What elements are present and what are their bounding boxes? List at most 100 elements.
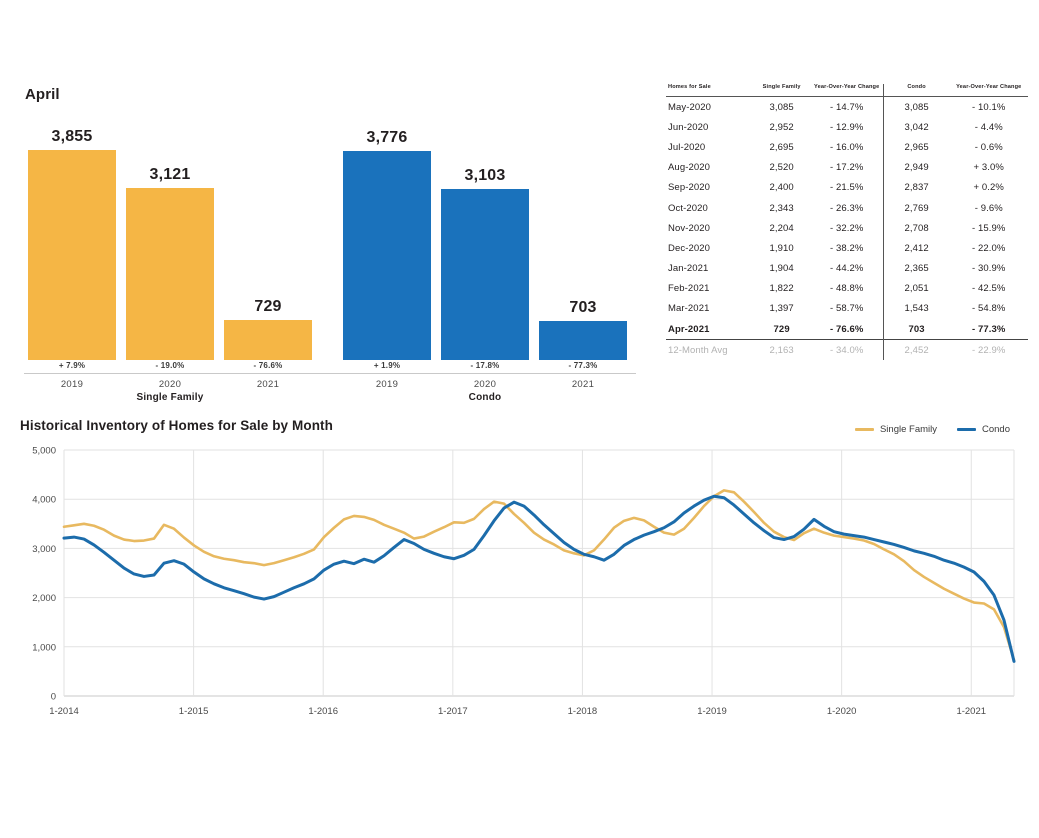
table-row[interactable]: Jun-2020 2,952 - 12.9% 3,042 - 4.4% xyxy=(666,117,1028,138)
cell-sf-change: - 76.6% xyxy=(830,323,864,335)
bar-year-label: 2019 xyxy=(60,379,84,390)
bar-pct-change: + 7.9% xyxy=(58,361,86,370)
cell-sf-change: - 21.5% xyxy=(830,182,864,194)
line-chart-svg: 0 1,000 2,000 3,000 4,000 5,000 1-2014 1-2015 1-… xyxy=(32,446,1016,717)
cell-single-family: 2,695 xyxy=(769,141,794,153)
bar-rect[interactable] xyxy=(126,188,214,360)
line-series-condo[interactable] xyxy=(62,494,1016,663)
legend-item-condo[interactable]: Condo xyxy=(957,424,1010,435)
bar-tick-2019: + 1.9% 2019 xyxy=(343,360,431,406)
bar-sf-2021: 729 xyxy=(224,128,312,360)
cell-condo: 2,365 xyxy=(882,258,950,279)
cell-sf-change: - 16.0% xyxy=(830,141,864,153)
cell-month: Jun-2020 xyxy=(668,121,709,133)
cell-condo-change: - 30.9% xyxy=(972,263,1006,275)
bar-value-label: 3,855 xyxy=(51,128,93,145)
table-row[interactable]: May-2020 3,085 - 14.7% 3,085 - 10.1% xyxy=(666,96,1028,118)
cell-sf-change: - 32.2% xyxy=(830,222,864,234)
legend-label-condo: Condo xyxy=(982,424,1010,435)
bar-cd-2019: 3,776 xyxy=(343,128,431,360)
y-axis-tick-label: 4,000 xyxy=(32,495,56,506)
table-row[interactable]: Aug-2020 2,520 - 17.2% 2,949 + 3.0% xyxy=(666,157,1028,178)
bar-value-label: 3,103 xyxy=(464,167,506,184)
table-row[interactable]: Feb-2021 1,822 - 48.8% 2,051 - 42.5% xyxy=(666,278,1028,299)
y-axis-tick-label: 3,000 xyxy=(32,544,56,555)
bar-rect[interactable] xyxy=(539,321,627,360)
legend-item-single-family[interactable]: Single Family xyxy=(854,424,937,435)
table-row[interactable]: Mar-2021 1,397 - 58.7% 1,543 - 54.8% xyxy=(666,298,1028,320)
cell-sf-change: - 14.7% xyxy=(830,101,864,113)
bar-group-condo: 3,776 3,103 703 xyxy=(343,128,627,360)
cell-condo: 2,708 xyxy=(882,218,950,239)
bar-value-label: 3,121 xyxy=(149,166,191,183)
bar-sf-2019: 3,855 xyxy=(28,128,116,360)
axis-line xyxy=(24,373,636,374)
cell-condo: 1,543 xyxy=(882,298,950,320)
table-row[interactable]: Sep-2020 2,400 - 21.5% 2,837 + 0.2% xyxy=(666,177,1028,198)
table-row[interactable]: Apr-2021 729 - 76.6% 703 - 77.3% xyxy=(666,319,1028,340)
bar-plot-area: 3,855 3,121 729 3,776 3,103 703 xyxy=(16,128,644,360)
homes-for-sale-table: Homes for Sale Single Family Year-Over-Y… xyxy=(666,84,1028,361)
cell-condo-change: - 15.9% xyxy=(972,222,1006,234)
bar-pct-change: - 76.6% xyxy=(253,361,283,370)
bar-year-label: 2021 xyxy=(571,379,595,390)
cell-sf-change: - 44.2% xyxy=(830,263,864,275)
bar-rect[interactable] xyxy=(224,320,312,360)
cell-single-family: 3,085 xyxy=(769,101,794,113)
cell-condo: 2,837 xyxy=(882,177,950,198)
bar-cd-2021: 703 xyxy=(539,128,627,360)
cell-condo-change: - 9.6% xyxy=(974,202,1003,214)
cell-condo-change: + 0.2% xyxy=(973,182,1004,194)
line-series-single-family[interactable] xyxy=(62,489,1016,662)
cell-condo: 703 xyxy=(882,319,950,340)
cell-month: May-2020 xyxy=(668,101,712,113)
cell-single-family: 1,904 xyxy=(769,263,794,275)
cell-single-family: 1,822 xyxy=(769,283,794,295)
cell-single-family: 2,400 xyxy=(769,182,794,194)
y-axis-tick-label: 5,000 xyxy=(32,446,56,457)
table-row[interactable]: 12-Month Avg 2,163 - 34.0% 2,452 - 22.9% xyxy=(666,339,1028,361)
table-row[interactable]: Jul-2020 2,695 - 16.0% 2,965 - 0.6% xyxy=(666,137,1028,158)
bar-rect[interactable] xyxy=(343,151,431,360)
tick-group-condo: + 1.9% 2019 - 17.8% 2020 - 77.3% 2021 xyxy=(343,360,627,406)
table-row[interactable]: Oct-2020 2,343 - 26.3% 2,769 - 9.6% xyxy=(666,197,1028,219)
x-axis-tick-label: 1-2016 xyxy=(308,706,338,717)
line-chart-title: Historical Inventory of Homes for Sale b… xyxy=(20,418,333,433)
legend-label-single-family: Single Family xyxy=(879,424,937,435)
table-row[interactable]: Dec-2020 1,910 - 38.2% 2,412 - 22.0% xyxy=(666,238,1028,259)
historical-inventory-line-chart: Historical Inventory of Homes for Sale b… xyxy=(16,418,1026,728)
cell-single-family: 729 xyxy=(773,323,790,335)
cell-month: Jul-2020 xyxy=(668,141,706,153)
cell-month: Apr-2021 xyxy=(668,323,710,335)
bar-tick-2020: - 19.0% 2020 xyxy=(126,360,214,406)
table-row[interactable]: Jan-2021 1,904 - 44.2% 2,365 - 30.9% xyxy=(666,258,1028,279)
cell-sf-change: - 17.2% xyxy=(830,162,864,174)
cell-month: Aug-2020 xyxy=(668,162,711,174)
bar-cd-2020: 3,103 xyxy=(441,128,529,360)
cell-condo-change: - 54.8% xyxy=(972,303,1006,315)
cell-month: Oct-2020 xyxy=(668,202,708,214)
cell-condo: 3,042 xyxy=(882,117,950,138)
cell-single-family: 2,163 xyxy=(769,344,794,356)
cell-condo-change: - 0.6% xyxy=(974,141,1003,153)
bar-rect[interactable] xyxy=(28,150,116,360)
legend-swatch-single-family xyxy=(854,428,874,431)
series-label-condo: Condo xyxy=(468,392,502,403)
bar-year-label: 2020 xyxy=(158,379,182,390)
cell-month: Dec-2020 xyxy=(668,242,710,254)
table-body: May-2020 3,085 - 14.7% 3,085 - 10.1% Jun-2020… xyxy=(666,96,1028,361)
cell-condo: 2,769 xyxy=(882,197,950,219)
table-row[interactable]: Nov-2020 2,204 - 32.2% 2,708 - 15.9% xyxy=(666,218,1028,239)
bar-year-label: 2019 xyxy=(375,379,399,390)
cell-condo-change: - 10.1% xyxy=(972,101,1006,113)
cell-condo: 3,085 xyxy=(882,96,950,118)
y-axis-tick-label: 2,000 xyxy=(32,593,56,604)
col-header-condo: Condo xyxy=(882,84,950,97)
x-axis-tick-label: 1-2020 xyxy=(827,706,857,717)
bar-tick-2020: - 17.8% 2020 xyxy=(441,360,529,406)
line-plot-area: 0 1,000 2,000 3,000 4,000 5,000 1-2014 1-2015 1-… xyxy=(16,442,1026,728)
y-axis-tick-label: 0 xyxy=(51,692,56,703)
bar-rect[interactable] xyxy=(441,189,529,360)
inventory-table: Homes for Sale Single Family Year-Over-Y… xyxy=(666,84,1028,361)
